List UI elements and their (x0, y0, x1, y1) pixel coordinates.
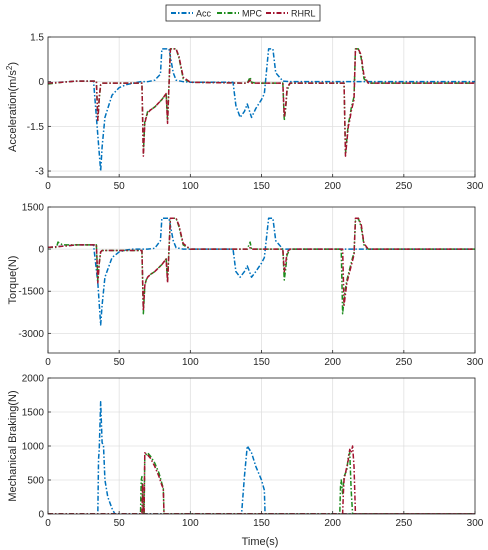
x-tick-label: 300 (467, 181, 484, 192)
x-tick-label: 100 (182, 181, 199, 192)
x-tick-label: 0 (45, 357, 51, 368)
y-tick-label: 1000 (22, 442, 45, 453)
y-tick-label: 500 (27, 476, 44, 487)
legend-item-acc: Acc (171, 9, 212, 19)
y-tick-label: 1500 (22, 408, 45, 419)
x-tick-label: 0 (45, 181, 51, 192)
series-group (48, 401, 475, 514)
y-tick-label: 2000 (22, 374, 45, 385)
series-group (48, 217, 475, 326)
y-tick-label: -1500 (18, 287, 44, 298)
legend-label-mpc: MPC (242, 9, 263, 19)
legend: Acc MPC RHRL (165, 4, 321, 22)
x-tick-label: 250 (395, 181, 412, 192)
x-tick-label: 250 (395, 357, 412, 368)
series-line-rhrl-2 (48, 445, 475, 514)
series-line-rhrl (48, 452, 475, 514)
x-axis-label: Time(s) (242, 536, 279, 548)
x-tick-label: 200 (324, 181, 341, 192)
x-tick-label: 200 (324, 518, 341, 529)
y-tick-label: 1500 (22, 203, 45, 214)
series-line-acc (48, 217, 475, 326)
y-tick-label: 1.5 (30, 33, 44, 44)
y-axis-label-tail: ) (7, 62, 19, 66)
x-tick-label: 300 (467, 518, 484, 529)
y-axis-label-main: Acceleration(m/s (7, 70, 19, 152)
x-tick-label: 50 (114, 181, 126, 192)
x-tick-label: 150 (253, 357, 270, 368)
series-line-rhrl (48, 48, 475, 157)
y-axis-label: Acceleration(m/s2) (5, 62, 19, 152)
mechanical-braking-panel: 0 50 100 150 200 250 300 0 500 1000 1500 2000Mechan… (7, 374, 484, 530)
y-axis-label: Mechanical Braking(N) (7, 390, 19, 501)
legend-label-acc: Acc (196, 9, 212, 19)
y-tick-label: 0 (38, 510, 44, 521)
x-tick-label: 50 (114, 357, 126, 368)
series-line-acc-2 (48, 445, 475, 514)
legend-label-rhrl: RHRL (291, 9, 316, 19)
y-axis-label: Torque(N) (7, 256, 19, 305)
series-line-acc (48, 401, 475, 514)
series-line-rhrl (48, 217, 475, 312)
x-tick-label: 300 (467, 357, 484, 368)
y-axis-label-sup: 2 (5, 65, 14, 70)
series-line-acc (48, 48, 475, 172)
x-tick-label: 50 (114, 518, 126, 529)
acceleration-panel: 0 50 100 150 200 250 300 -3 -1.5 0 1.5 Acceleration… (5, 33, 484, 193)
series-line-mpc (48, 452, 475, 514)
x-tick-label: 250 (395, 518, 412, 529)
x-tick-label: 100 (182, 357, 199, 368)
series-group (48, 48, 475, 172)
y-tick-label: -3 (35, 167, 44, 178)
y-tick-label: -1.5 (27, 122, 45, 133)
legend-box (165, 4, 321, 22)
x-tick-label: 150 (253, 181, 270, 192)
torque-panel: 0 50 100 150 200 250 300 -3000 -1500 0 1500 Torque(… (7, 203, 484, 369)
y-tick-label: -3000 (18, 329, 44, 340)
x-tick-label: 0 (45, 518, 51, 529)
x-tick-label: 100 (182, 518, 199, 529)
series-line-mpc-2 (48, 452, 475, 514)
x-tick-label: 150 (253, 518, 270, 529)
y-tick-label: 0 (38, 77, 44, 88)
legend-item-mpc: MPC (217, 9, 263, 19)
x-tick-label: 200 (324, 357, 341, 368)
y-tick-label: 0 (38, 245, 44, 256)
legend-item-rhrl: RHRL (266, 9, 316, 19)
